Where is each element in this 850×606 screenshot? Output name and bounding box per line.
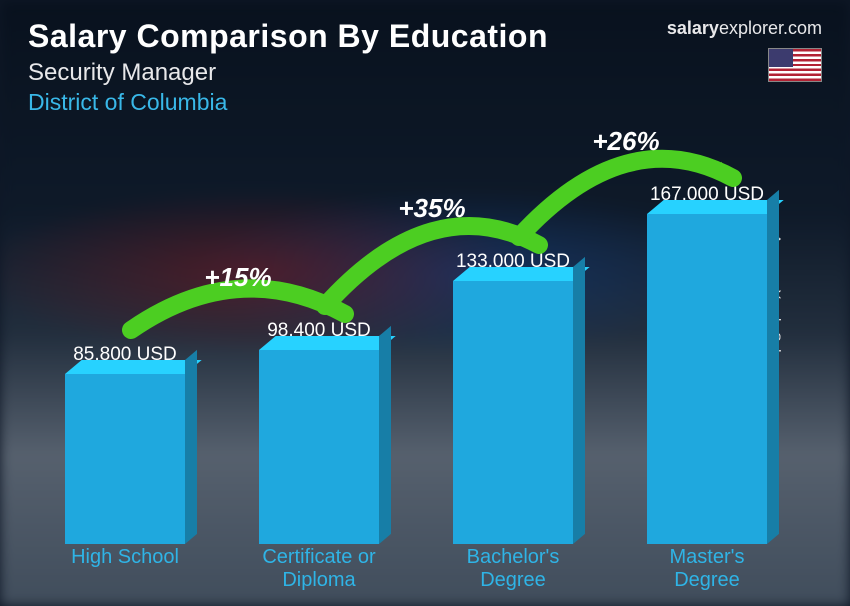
- increase-arc-0: [131, 289, 345, 330]
- brand-bold: salary: [667, 18, 719, 38]
- increase-pct-1: +35%: [398, 193, 465, 223]
- increase-pct-2: +26%: [592, 126, 659, 156]
- brand-label: salaryexplorer.com: [667, 18, 822, 39]
- bar-chart: 85,800 USD98,400 USD133,000 USD167,000 U…: [28, 108, 804, 588]
- increase-pct-0: +15%: [204, 262, 271, 292]
- content-area: Salary Comparison By Education Security …: [0, 0, 850, 606]
- x-label-0: High School: [28, 544, 222, 588]
- x-label-2: Bachelor'sDegree: [416, 544, 610, 588]
- x-label-3: Master'sDegree: [610, 544, 804, 588]
- us-flag-icon: [768, 48, 822, 82]
- x-label-1: Certificate orDiploma: [222, 544, 416, 588]
- x-labels-container: High SchoolCertificate orDiplomaBachelor…: [28, 544, 804, 588]
- increase-arc-1: [325, 226, 539, 306]
- increase-arc-2: [519, 159, 733, 237]
- chart-subtitle: Security Manager: [28, 59, 822, 87]
- brand-rest: explorer.com: [719, 18, 822, 38]
- increase-arrows: +15% +35% +26%: [28, 94, 804, 544]
